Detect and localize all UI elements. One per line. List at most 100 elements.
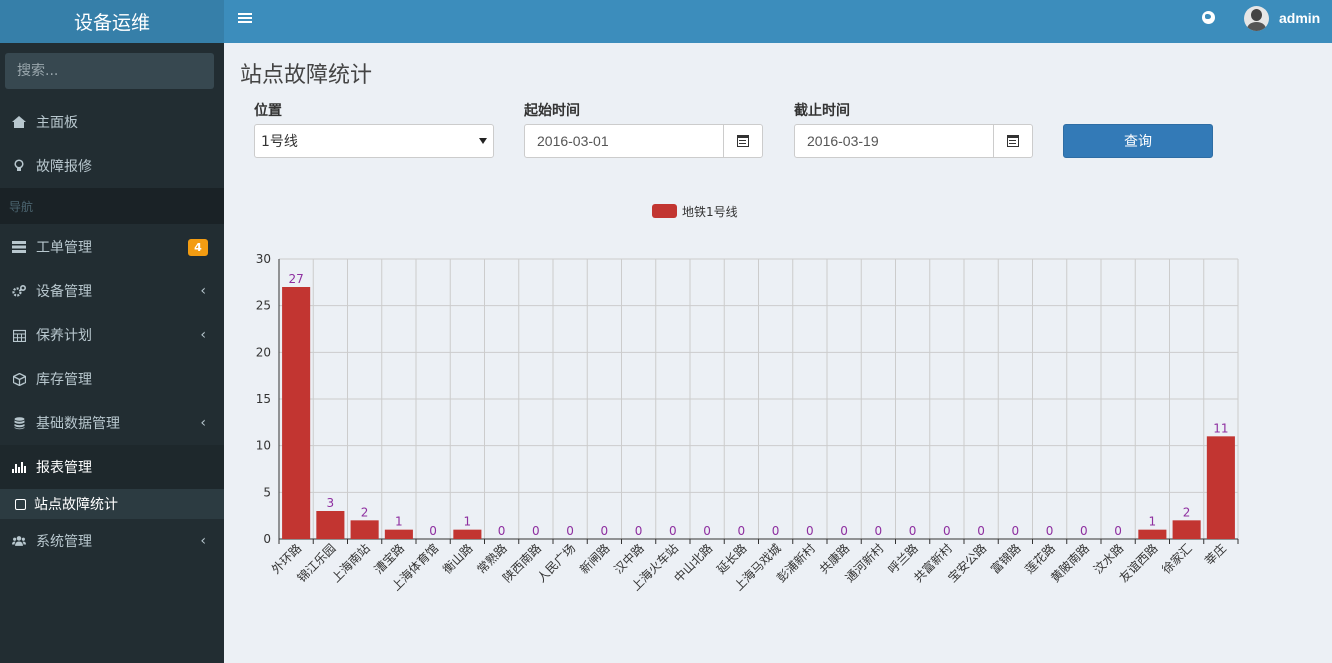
app-title: 设备运维 <box>73 12 150 34</box>
bar-value-label: 0 <box>601 524 609 538</box>
chevron-left-icon: ‹ <box>200 415 206 431</box>
x-tick-label: 友谊西路 <box>1116 541 1161 586</box>
chevron-left-icon: ‹ <box>200 533 206 549</box>
app-logo[interactable]: 设备运维 <box>0 0 224 43</box>
sidebar-item-dashboard[interactable]: 主面板 <box>0 100 224 144</box>
sidebar-item-repair[interactable]: 故障报修 <box>0 144 224 188</box>
lightbulb-icon <box>12 159 26 173</box>
y-tick-label: 10 <box>256 439 271 453</box>
bar-value-label: 1 <box>1149 515 1157 529</box>
start-date-input[interactable] <box>525 125 723 157</box>
database-icon <box>12 416 26 430</box>
sidebar-item-label: 故障报修 <box>36 159 92 175</box>
username[interactable]: admin <box>1279 10 1321 26</box>
y-tick-label: 0 <box>263 532 271 546</box>
location-select[interactable]: 1号线 <box>254 124 494 158</box>
query-button[interactable]: 查询 <box>1063 124 1213 158</box>
calendar-icon <box>12 328 26 342</box>
globe-icon[interactable] <box>1202 11 1215 24</box>
sidebar-item-label: 基础数据管理 <box>36 416 120 432</box>
caret-down-icon <box>479 138 487 144</box>
bar-value-label: 0 <box>806 524 814 538</box>
end-date-input[interactable] <box>795 125 993 157</box>
start-date-group <box>524 124 763 158</box>
sidebar-subitem-station-faults[interactable]: 站点故障统计 <box>0 489 224 519</box>
sidebar-item-maintenance[interactable]: 保养计划 ‹ <box>0 313 224 357</box>
x-tick-label: 新闸路 <box>576 541 612 577</box>
search-input[interactable] <box>5 53 214 89</box>
y-tick-label: 15 <box>256 392 271 406</box>
bar-value-label: 3 <box>327 496 335 510</box>
sidebar-item-reports[interactable]: 报表管理 <box>0 445 224 489</box>
x-tick-label: 彭浦新村 <box>773 541 818 586</box>
bar-value-label: 2 <box>361 505 369 519</box>
bar <box>282 287 311 539</box>
sidebar-item-inventory[interactable]: 库存管理 <box>0 357 224 401</box>
sidebar-item-label: 工单管理 <box>36 240 92 256</box>
x-tick-label: 宝安公路 <box>945 541 990 586</box>
end-date-calendar-button[interactable] <box>993 125 1032 157</box>
page-title: 站点故障统计 <box>240 63 373 88</box>
calendar-icon <box>737 135 749 147</box>
work-order-count-badge: 4 <box>188 238 208 256</box>
bar-value-label: 0 <box>1114 524 1122 538</box>
sidebar-search <box>5 53 214 89</box>
y-tick-label: 20 <box>256 345 271 359</box>
bar-value-label: 2 <box>1183 505 1191 519</box>
sidebar-section-header: 导航 <box>0 188 224 224</box>
user-avatar[interactable] <box>1244 6 1269 31</box>
y-tick-label: 5 <box>263 485 271 499</box>
sidebar-item-system[interactable]: 系统管理 ‹ <box>0 519 224 563</box>
bar-value-label: 0 <box>703 524 711 538</box>
chevron-left-icon: ‹ <box>200 327 206 343</box>
sidebar-item-label: 保养计划 <box>36 328 92 344</box>
end-date-label: 截止时间 <box>794 103 850 119</box>
cube-icon <box>12 372 26 386</box>
sidebar-item-label: 库存管理 <box>36 372 92 388</box>
sidebar-item-label: 系统管理 <box>36 534 92 550</box>
bar-value-label: 1 <box>464 515 472 529</box>
bar-value-label: 27 <box>288 272 303 286</box>
bar-value-label: 11 <box>1213 421 1228 435</box>
y-tick-label: 25 <box>256 299 271 313</box>
x-tick-label: 人民广场 <box>534 541 578 585</box>
bar <box>453 529 482 539</box>
sidebar-item-label: 设备管理 <box>36 284 92 300</box>
square-icon <box>15 498 26 510</box>
x-tick-label: 徐家汇 <box>1159 541 1195 577</box>
top-navbar: admin <box>224 0 1332 43</box>
home-icon <box>12 115 26 129</box>
bar <box>384 529 413 539</box>
bar-value-label: 0 <box>1046 524 1054 538</box>
bar-value-label: 0 <box>1080 524 1088 538</box>
bar-value-label: 0 <box>909 524 917 538</box>
bar-value-label: 0 <box>875 524 883 538</box>
bar-value-label: 0 <box>772 524 780 538</box>
bar-value-label: 0 <box>532 524 540 538</box>
sidebar-item-work-orders[interactable]: 工单管理 4 <box>0 225 224 269</box>
sidebar-item-base-data[interactable]: 基础数据管理 ‹ <box>0 401 224 445</box>
bar <box>1206 436 1235 539</box>
bar-value-label: 0 <box>498 524 506 538</box>
x-tick-label: 衡山路 <box>439 541 475 577</box>
y-tick-label: 30 <box>256 252 271 266</box>
bar-value-label: 0 <box>840 524 848 538</box>
sidebar-item-label: 报表管理 <box>36 460 92 476</box>
bar-value-label: 0 <box>977 524 985 538</box>
bar-value-label: 0 <box>1012 524 1020 538</box>
bar <box>1138 529 1167 539</box>
x-tick-label: 上海南站 <box>328 541 373 586</box>
location-label: 位置 <box>254 103 282 119</box>
bar-value-label: 0 <box>738 524 746 538</box>
x-tick-label: 通河新村 <box>842 541 887 586</box>
start-date-calendar-button[interactable] <box>723 125 762 157</box>
start-date-label: 起始时间 <box>524 103 580 119</box>
sidebar-toggle-icon[interactable] <box>238 11 252 25</box>
users-icon <box>12 534 26 548</box>
cogs-icon <box>12 284 26 298</box>
sidebar-item-equipment[interactable]: 设备管理 ‹ <box>0 269 224 313</box>
legend-swatch <box>652 204 677 218</box>
sidebar-item-label: 主面板 <box>36 115 78 131</box>
bar-chart-icon <box>12 460 26 474</box>
bar <box>350 520 379 539</box>
